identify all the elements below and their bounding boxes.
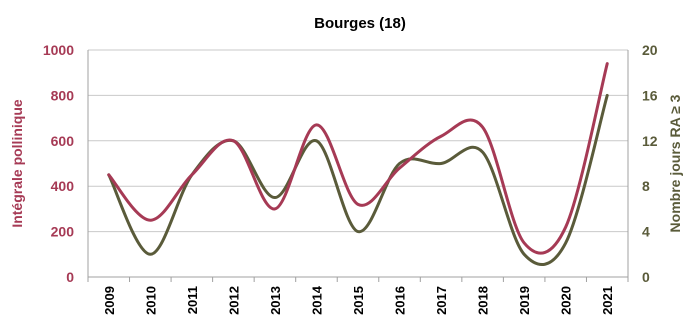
chart-title: Bourges (18) (314, 15, 406, 32)
axes (87, 50, 629, 282)
y-left-tick-label: 200 (51, 224, 75, 240)
x-tick-label: 2011 (185, 286, 200, 314)
y-axis-left-label: Intégrale pollinique (9, 99, 25, 228)
x-tick-label: 2015 (351, 286, 366, 315)
x-tick-label: 2020 (559, 286, 574, 315)
y-right-tick-label: 20 (642, 42, 658, 58)
gridlines (88, 49, 628, 278)
x-tick-label: 2019 (517, 286, 532, 315)
y-right-tick-label: 0 (642, 269, 650, 285)
x-tick-label: 2010 (143, 286, 158, 315)
series-line-left (107, 62, 609, 255)
x-tick-label: 2018 (476, 286, 491, 315)
x-tick-label: 2021 (600, 286, 615, 315)
y-right-tick-label: 16 (642, 87, 658, 103)
y-right-tick-label: 12 (642, 133, 658, 149)
series-line-right (107, 93, 609, 267)
x-tick-label: 2009 (102, 286, 117, 315)
y-left-tick-label: 400 (51, 178, 75, 194)
y-axis-right-label: Nombre jours RA ≥ 3 (667, 94, 683, 232)
tick-labels: 0 200 400 600 800 1000 0 4 8 12 16 20 2009 2010 2011 20… (43, 42, 658, 315)
y-left-tick-label: 0 (66, 269, 74, 285)
y-right-tick-label: 4 (642, 224, 650, 240)
y-left-tick-label: 600 (51, 133, 75, 149)
x-tick-label: 2016 (393, 286, 408, 315)
y-left-tick-label: 1000 (43, 42, 74, 58)
x-tick-label: 2014 (309, 285, 324, 315)
y-right-tick-label: 8 (642, 178, 650, 194)
x-tick-label: 2013 (268, 286, 283, 315)
series-lines (107, 62, 609, 267)
x-tick-label: 2012 (226, 286, 241, 315)
y-left-tick-label: 800 (51, 87, 75, 103)
x-tick-label: 2017 (434, 286, 449, 315)
